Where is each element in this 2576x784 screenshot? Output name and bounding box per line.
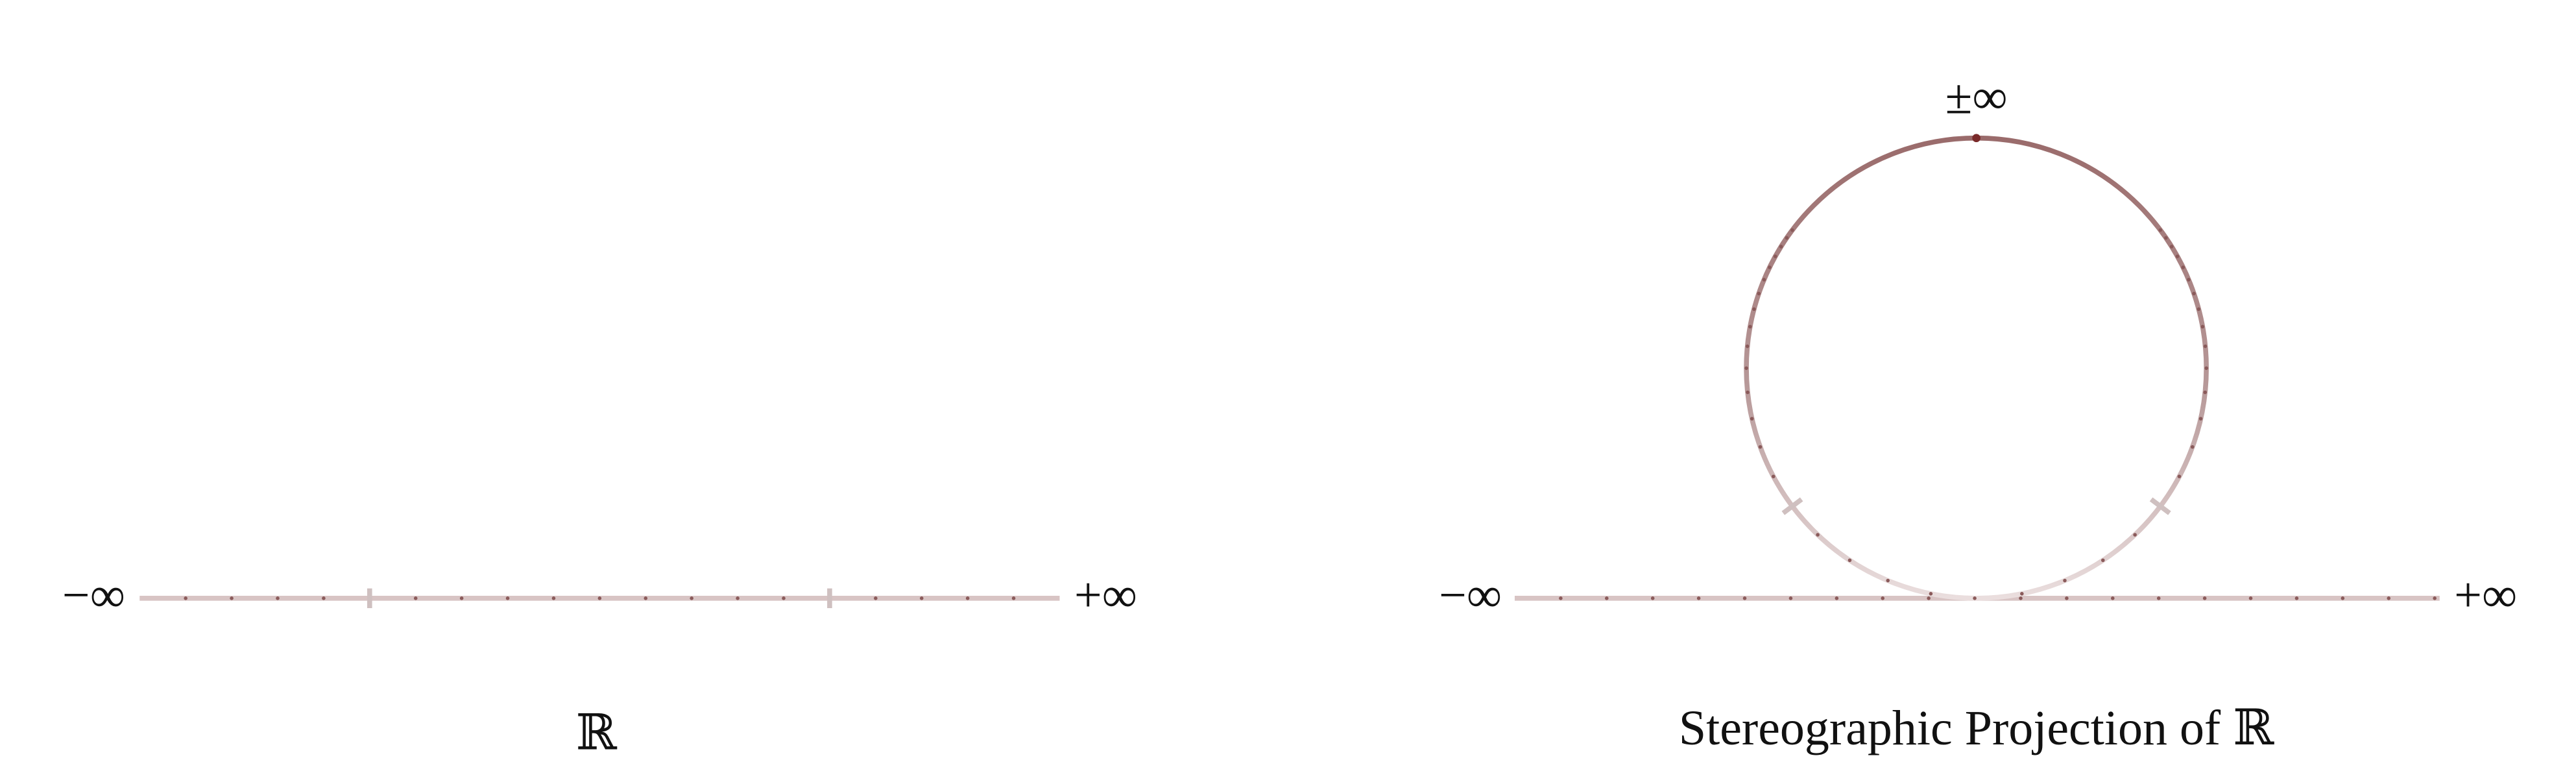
- minor-tick: [459, 596, 464, 600]
- circle-minor-tick: [2158, 228, 2163, 232]
- minor-tick: [965, 596, 970, 600]
- minor-tick: [874, 596, 878, 600]
- circle-minor-tick: [1929, 592, 1933, 596]
- minor-tick: [597, 596, 602, 600]
- minor-tick: [1881, 596, 1885, 600]
- real-line-panel: −∞ +∞ ℝ: [62, 568, 1137, 761]
- circle-minor-tick: [1745, 344, 1750, 349]
- minor-tick: [322, 596, 326, 600]
- minor-tick: [2065, 596, 2069, 600]
- minor-tick: [1605, 596, 1609, 600]
- circle-minor-tick: [2192, 291, 2196, 296]
- minor-tick: [505, 596, 510, 600]
- projection-circle: [1744, 135, 2209, 601]
- minor-tick: [1742, 596, 1747, 600]
- circle-minor-tick: [2177, 474, 2182, 478]
- circle-minor-tick: [2197, 307, 2201, 312]
- circle-minor-tick: [1758, 445, 1763, 449]
- circle-minor-tick: [1768, 265, 1772, 269]
- circle-minor-tick: [2200, 325, 2205, 329]
- minus-infinity-label: −∞: [62, 568, 125, 622]
- circle-minor-tick: [2204, 366, 2208, 371]
- circle-minor-tick: [1752, 307, 1756, 312]
- minor-tick: [919, 596, 924, 600]
- circle-minor-tick: [1746, 390, 1750, 395]
- minor-tick: [1650, 596, 1655, 600]
- circle-minor-tick: [1744, 366, 1748, 371]
- circle-minor-tick: [1748, 325, 1752, 329]
- circle-minor-tick: [1790, 228, 1794, 232]
- circle-minor-tick: [1848, 558, 1852, 563]
- minor-tick: [1696, 596, 1701, 600]
- circle-minor-tick: [2101, 558, 2105, 563]
- plus-infinity-label: +∞: [2454, 568, 2517, 622]
- minor-tick: [184, 596, 187, 600]
- minor-tick: [690, 596, 693, 600]
- circle-minor-tick: [2063, 578, 2067, 583]
- plus-infinity-label: +∞: [1074, 568, 1137, 622]
- minor-tick: [1927, 596, 1931, 600]
- circle-major-tick: [1781, 497, 1803, 515]
- minor-tick: [413, 596, 418, 600]
- minor-tick: [2294, 596, 2299, 600]
- caption: Stereographic Projection of ℝ: [1679, 701, 2274, 755]
- minor-tick: [230, 596, 234, 600]
- circle-minor-tick: [2190, 445, 2195, 449]
- circle-minor-tick: [1773, 254, 1777, 258]
- minor-tick: [1788, 596, 1793, 600]
- circle-minor-tick: [1886, 578, 1890, 583]
- circle-minor-tick: [1816, 533, 1820, 537]
- minor-tick: [551, 596, 556, 600]
- minor-tick: [644, 596, 648, 600]
- minor-tick: [1973, 596, 1977, 600]
- circle-minor-tick: [2169, 245, 2174, 249]
- minus-infinity-label: −∞: [1439, 568, 1502, 622]
- caption: ℝ: [576, 706, 618, 761]
- circle-minor-tick: [2175, 254, 2180, 258]
- circle-minor-tick: [1757, 291, 1761, 296]
- circle-minor-tick: [2187, 278, 2191, 282]
- circle-minor-tick: [2164, 236, 2168, 240]
- minor-tick: [276, 596, 280, 600]
- minor-tick: [2111, 596, 2115, 600]
- circle-minor-tick: [1785, 236, 1789, 240]
- minor-tick: [736, 596, 740, 600]
- circle-major-tick: [2149, 497, 2171, 515]
- minor-tick: [1011, 596, 1016, 600]
- minor-tick: [2433, 596, 2437, 600]
- projection-panel: ±∞ −∞ +∞ Stereographic Projection of ℝ: [1439, 69, 2517, 755]
- minor-tick: [2156, 596, 2161, 600]
- minor-tick: [2248, 596, 2253, 600]
- circle-minor-tick: [2020, 592, 2024, 596]
- infinity-point: [1972, 134, 1980, 143]
- circle-minor-tick: [2203, 390, 2207, 395]
- minor-tick: [1835, 596, 1839, 600]
- minor-tick: [2019, 596, 2023, 600]
- plus-minus-infinity-label: ±∞: [1945, 69, 2008, 124]
- circle-minor-tick: [2181, 265, 2185, 269]
- circle-minor-tick: [1771, 474, 1776, 478]
- minor-tick: [1559, 596, 1563, 600]
- circle-minor-tick: [1779, 245, 1783, 249]
- minor-tick: [2387, 596, 2391, 600]
- circle-minor-tick: [2198, 417, 2203, 421]
- circle-minor-tick: [2203, 344, 2208, 349]
- circle-minor-tick: [1762, 278, 1766, 282]
- circle-minor-tick: [1750, 417, 1754, 421]
- minor-tick: [2202, 596, 2207, 600]
- circle-minor-tick: [2133, 533, 2137, 537]
- minor-tick: [2341, 596, 2345, 600]
- minor-tick: [782, 596, 786, 600]
